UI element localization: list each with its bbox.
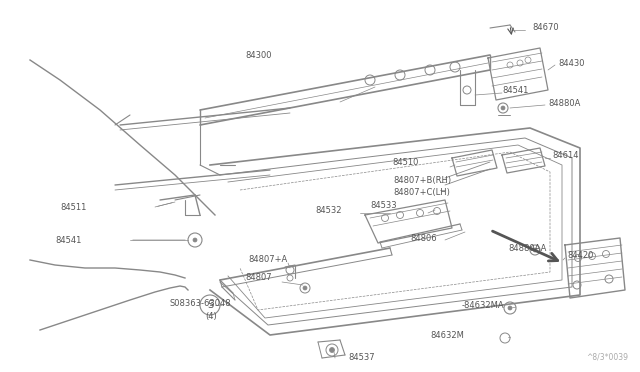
Circle shape xyxy=(303,286,307,290)
Text: 84300: 84300 xyxy=(245,51,271,60)
Text: 84541: 84541 xyxy=(502,86,529,94)
Circle shape xyxy=(533,248,537,252)
Text: 84632M: 84632M xyxy=(430,330,464,340)
Text: 84533: 84533 xyxy=(370,201,397,209)
Circle shape xyxy=(193,238,197,242)
Text: 84537: 84537 xyxy=(348,353,374,362)
Text: 84807: 84807 xyxy=(245,273,271,282)
Circle shape xyxy=(508,306,512,310)
Text: 84806: 84806 xyxy=(410,234,436,243)
Text: 84880A: 84880A xyxy=(548,99,580,108)
Text: 84541: 84541 xyxy=(55,235,81,244)
Text: (4): (4) xyxy=(205,311,217,321)
Text: 84807+C(LH): 84807+C(LH) xyxy=(393,187,450,196)
Text: 84807+B(RH): 84807+B(RH) xyxy=(393,176,451,185)
Text: 84614: 84614 xyxy=(552,151,579,160)
Text: 84880AA: 84880AA xyxy=(508,244,547,253)
Circle shape xyxy=(330,347,335,353)
Text: 84430: 84430 xyxy=(558,58,584,67)
Text: 84420: 84420 xyxy=(567,250,593,260)
Text: 84532: 84532 xyxy=(315,205,342,215)
Text: 84510: 84510 xyxy=(392,157,419,167)
Text: S: S xyxy=(207,300,213,310)
Text: 84670: 84670 xyxy=(532,22,559,32)
Text: S08363-63048: S08363-63048 xyxy=(170,298,232,308)
Text: 84807+A: 84807+A xyxy=(248,256,287,264)
Text: ^8/3*0039: ^8/3*0039 xyxy=(586,353,628,362)
Text: 84511: 84511 xyxy=(60,202,86,212)
Circle shape xyxy=(501,106,505,110)
Text: -84632MA: -84632MA xyxy=(462,301,504,310)
